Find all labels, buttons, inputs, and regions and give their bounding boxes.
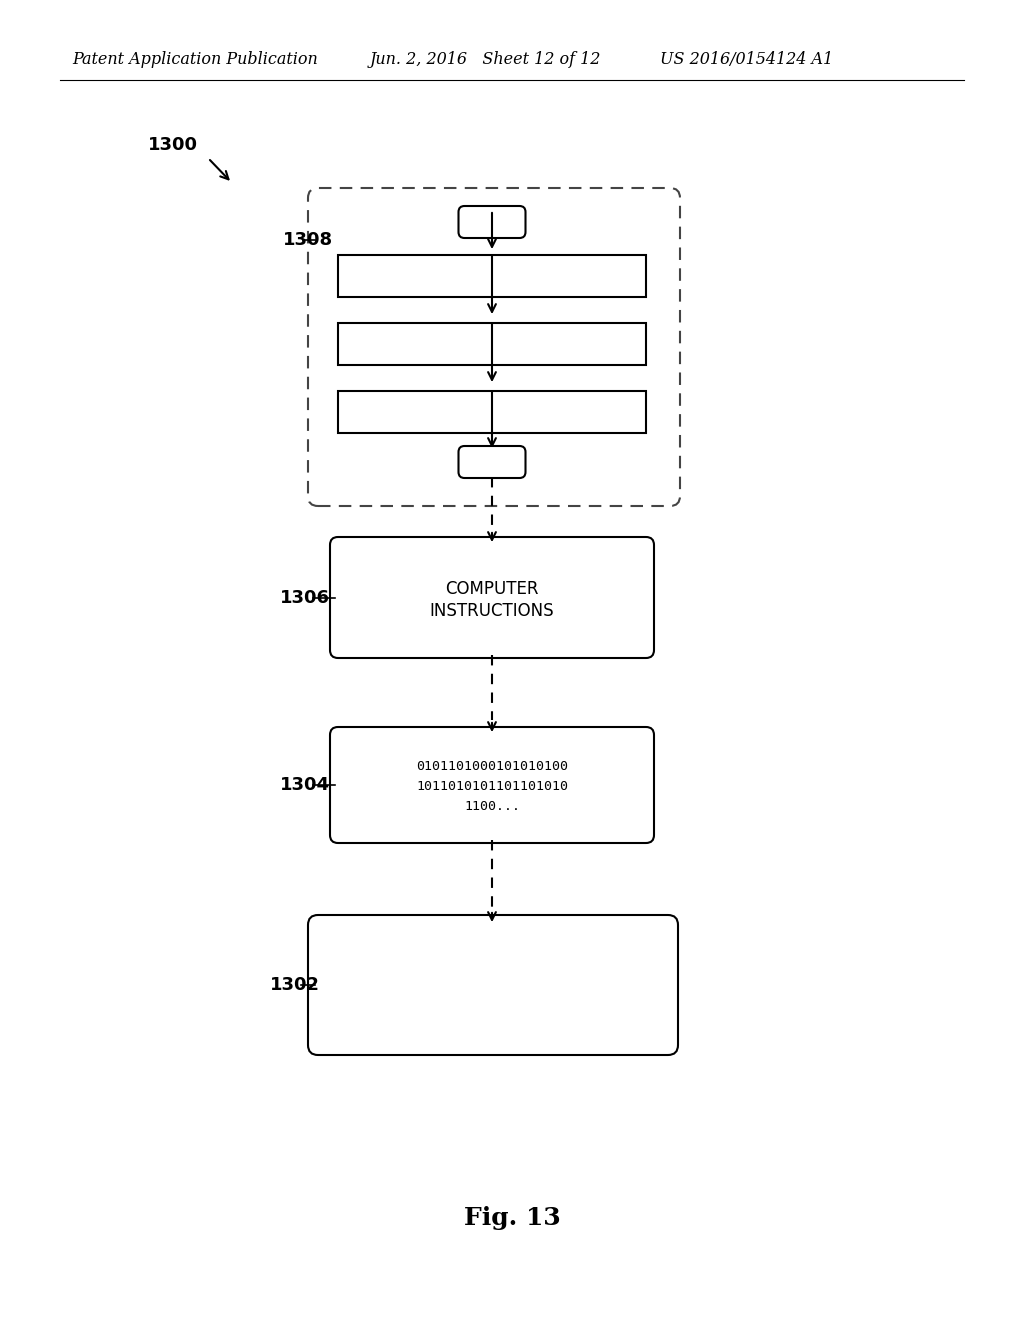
Bar <box>338 391 646 433</box>
FancyBboxPatch shape <box>459 446 525 478</box>
Bar <box>338 255 646 297</box>
Text: 1100...: 1100... <box>464 800 520 813</box>
FancyBboxPatch shape <box>308 187 680 506</box>
Text: Jun. 2, 2016   Sheet 12 of 12: Jun. 2, 2016 Sheet 12 of 12 <box>370 51 601 69</box>
Text: 1302: 1302 <box>270 975 319 994</box>
Text: Fig. 13: Fig. 13 <box>464 1206 560 1230</box>
Text: 1304: 1304 <box>280 776 330 795</box>
Text: 1011010101101101010: 1011010101101101010 <box>416 780 568 793</box>
FancyBboxPatch shape <box>459 206 525 238</box>
Text: 0101101000101010100: 0101101000101010100 <box>416 760 568 774</box>
Text: US 2016/0154124 A1: US 2016/0154124 A1 <box>660 51 834 69</box>
Text: 1306: 1306 <box>280 589 330 607</box>
Text: Patent Application Publication: Patent Application Publication <box>72 51 317 69</box>
Text: INSTRUCTIONS: INSTRUCTIONS <box>430 602 554 620</box>
Text: 1308: 1308 <box>283 231 333 249</box>
FancyBboxPatch shape <box>308 915 678 1055</box>
FancyBboxPatch shape <box>330 727 654 843</box>
FancyBboxPatch shape <box>330 537 654 657</box>
Text: 1300: 1300 <box>148 136 198 154</box>
Text: COMPUTER: COMPUTER <box>445 581 539 598</box>
Bar <box>338 323 646 366</box>
